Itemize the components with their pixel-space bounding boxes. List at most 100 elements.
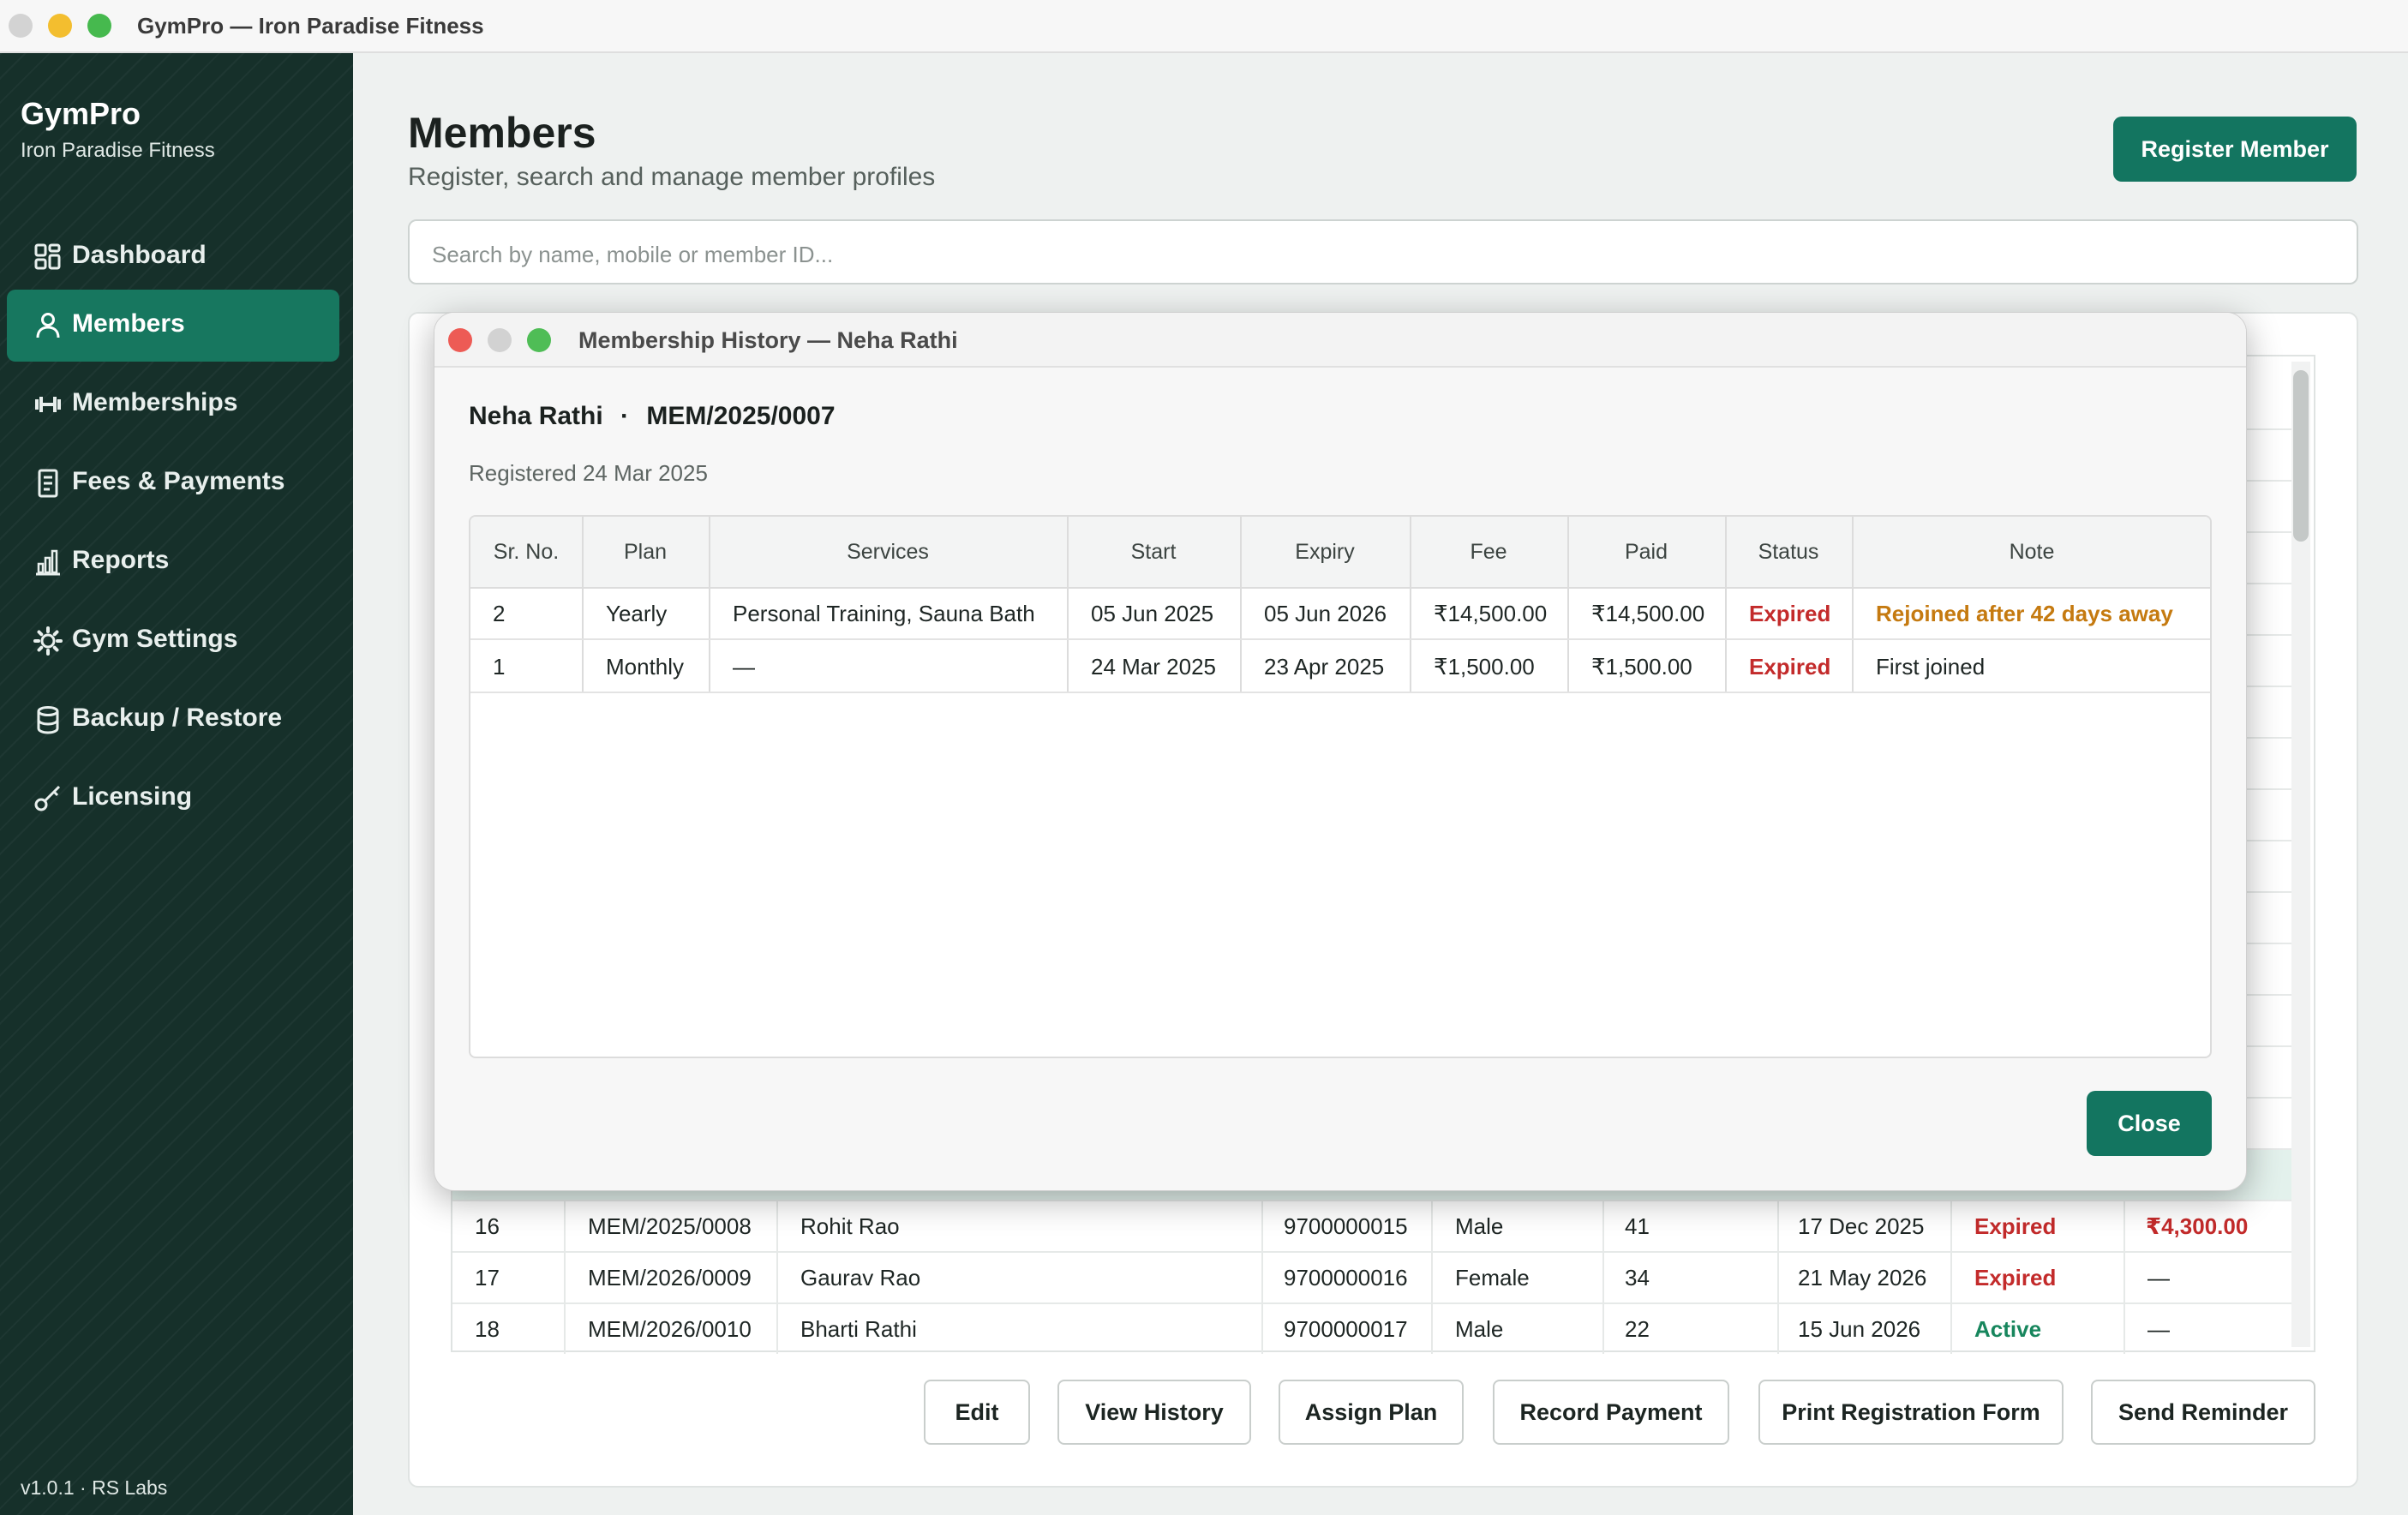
column-header: Note <box>2009 540 2055 564</box>
members-table-scrollbar[interactable] <box>2291 362 2310 1347</box>
sidebar-item-label: Memberships <box>72 388 238 416</box>
cell-sr: 18 <box>475 1316 500 1342</box>
cell-name: Bharti Rathi <box>800 1316 917 1342</box>
edit-button[interactable]: Edit <box>924 1380 1030 1445</box>
column-header: Status <box>1758 540 1819 564</box>
dialog-titlebar: Membership History — Neha Rathi <box>434 313 2246 368</box>
cell-fee: ₹1,500.00 <box>1434 654 1535 680</box>
sidebar-item-label: Reports <box>72 546 170 574</box>
cell-expiry: 17 Dec 2025 <box>1798 1213 1925 1239</box>
window-title: GymPro — Iron Paradise Fitness <box>137 13 484 39</box>
member-name: Neha Rathi <box>469 402 603 430</box>
cell-status: Expired <box>1749 601 1831 626</box>
cell-status: Expired <box>1974 1265 2057 1290</box>
record-payment-button[interactable]: Record Payment <box>1493 1380 1729 1445</box>
history-table-header: Sr. No. Plan Services Start Expiry Fee P… <box>470 517 2210 589</box>
brand-name: GymPro <box>21 96 141 131</box>
heading-separator: · <box>620 402 630 430</box>
cell-paid: ₹1,500.00 <box>1591 654 1692 680</box>
registered-date: Registered 24 Mar 2025 <box>469 460 708 486</box>
cell-expiry: 23 Apr 2025 <box>1264 654 1385 680</box>
app-version: v1.0.1 · RS Labs <box>21 1476 168 1499</box>
sidebar-item-licensing[interactable]: Licensing <box>7 763 339 835</box>
cell-note: Rejoined after 42 days away <box>1876 601 2173 626</box>
sidebar-item-label: Gym Settings <box>72 625 238 653</box>
sidebar-item-label: Dashboard <box>72 241 207 269</box>
receipt-icon <box>38 469 58 498</box>
cell-start: 24 Mar 2025 <box>1091 654 1216 680</box>
page-title: Members <box>408 109 596 157</box>
close-button[interactable]: Close <box>2087 1091 2212 1156</box>
sidebar: GymPro Iron Paradise Fitness Dashboard M… <box>0 53 353 1515</box>
key-icon <box>34 785 61 811</box>
sidebar-item-members[interactable]: Members <box>7 290 339 362</box>
sidebar-item-fees-payments[interactable]: Fees & Payments <box>7 447 339 519</box>
cell-paid: ₹14,500.00 <box>1591 601 1705 626</box>
sidebar-item-backup-restore[interactable]: Backup / Restore <box>7 684 339 756</box>
register-member-button[interactable]: Register Member <box>2113 117 2357 182</box>
cell-member-id: MEM/2026/0009 <box>588 1265 752 1290</box>
sidebar-item-label: Members <box>72 309 185 338</box>
column-header: Sr. No. <box>493 540 560 564</box>
membership-history-dialog: Membership History — Neha Rathi Neha Rat… <box>434 312 2247 1191</box>
cell-sr: 17 <box>475 1265 500 1290</box>
brand-subtitle: Iron Paradise Fitness <box>21 139 215 162</box>
cell-sr: 1 <box>493 654 506 680</box>
cell-mobile: 9700000015 <box>1284 1213 1408 1239</box>
sidebar-item-label: Licensing <box>72 782 193 811</box>
sidebar-item-label: Fees & Payments <box>72 467 285 495</box>
send-reminder-button[interactable]: Send Reminder <box>2091 1380 2315 1445</box>
cell-expiry: 05 Jun 2026 <box>1264 601 1387 626</box>
view-history-button[interactable]: View History <box>1057 1380 1251 1445</box>
history-row[interactable]: 1 Monthly — 24 Mar 2025 23 Apr 2025 ₹1,5… <box>470 642 2210 693</box>
cell-mobile: 9700000016 <box>1284 1265 1408 1290</box>
window-maximize-button[interactable] <box>87 14 111 38</box>
cell-due: — <box>2147 1316 2170 1342</box>
history-row[interactable]: 2 Yearly Personal Training, Sauna Bath 0… <box>470 589 2210 640</box>
member-heading: Neha Rathi · MEM/2025/0007 <box>469 402 836 431</box>
window-minimize-button[interactable] <box>48 14 72 38</box>
person-icon <box>36 313 60 338</box>
gear-icon <box>33 626 63 656</box>
cell-fee: ₹14,500.00 <box>1434 601 1548 626</box>
column-header: Paid <box>1624 540 1668 564</box>
cell-member-id: MEM/2026/0010 <box>588 1316 752 1342</box>
cell-services: — <box>733 654 755 680</box>
scrollbar-thumb[interactable] <box>2293 370 2309 542</box>
cell-member-id: MEM/2025/0008 <box>588 1213 752 1239</box>
member-id: MEM/2025/0007 <box>646 402 836 430</box>
dumbbell-icon <box>35 397 61 412</box>
dialog-close-button[interactable] <box>448 328 472 352</box>
sidebar-item-gym-settings[interactable]: Gym Settings <box>7 605 339 677</box>
cell-gender: Female <box>1455 1265 1530 1290</box>
dashboard-icon <box>34 243 61 270</box>
cell-plan: Monthly <box>606 654 685 680</box>
dialog-minimize-button[interactable] <box>488 328 512 352</box>
cell-due: — <box>2147 1265 2170 1290</box>
cell-gender: Male <box>1455 1213 1504 1239</box>
cell-sr: 2 <box>493 601 506 626</box>
column-header: Expiry <box>1295 540 1355 564</box>
sidebar-item-dashboard[interactable]: Dashboard <box>7 221 339 293</box>
cell-age: 34 <box>1625 1265 1650 1290</box>
cell-status: Expired <box>1749 654 1831 680</box>
search-input[interactable]: Search by name, mobile or member ID... <box>408 219 2358 284</box>
dialog-title: Membership History — Neha Rathi <box>578 327 958 353</box>
column-header: Services <box>847 540 929 564</box>
sidebar-item-reports[interactable]: Reports <box>7 526 339 598</box>
cell-due: ₹4,300.00 <box>2146 1213 2249 1239</box>
window-close-button[interactable] <box>9 14 33 38</box>
assign-plan-button[interactable]: Assign Plan <box>1279 1380 1464 1445</box>
cell-status: Expired <box>1974 1213 2057 1239</box>
cell-note: First joined <box>1876 654 1986 680</box>
sidebar-item-label: Backup / Restore <box>72 704 283 732</box>
print-registration-form-button[interactable]: Print Registration Form <box>1758 1380 2064 1445</box>
cell-services: Personal Training, Sauna Bath <box>733 601 1035 626</box>
history-table: Sr. No. Plan Services Start Expiry Fee P… <box>469 515 2212 1058</box>
sidebar-item-memberships[interactable]: Memberships <box>7 368 339 440</box>
page-subtitle: Register, search and manage member profi… <box>408 163 936 191</box>
dialog-maximize-button[interactable] <box>527 328 551 352</box>
cell-start: 05 Jun 2025 <box>1091 601 1214 626</box>
cell-age: 41 <box>1625 1213 1650 1239</box>
column-header: Start <box>1130 540 1177 564</box>
